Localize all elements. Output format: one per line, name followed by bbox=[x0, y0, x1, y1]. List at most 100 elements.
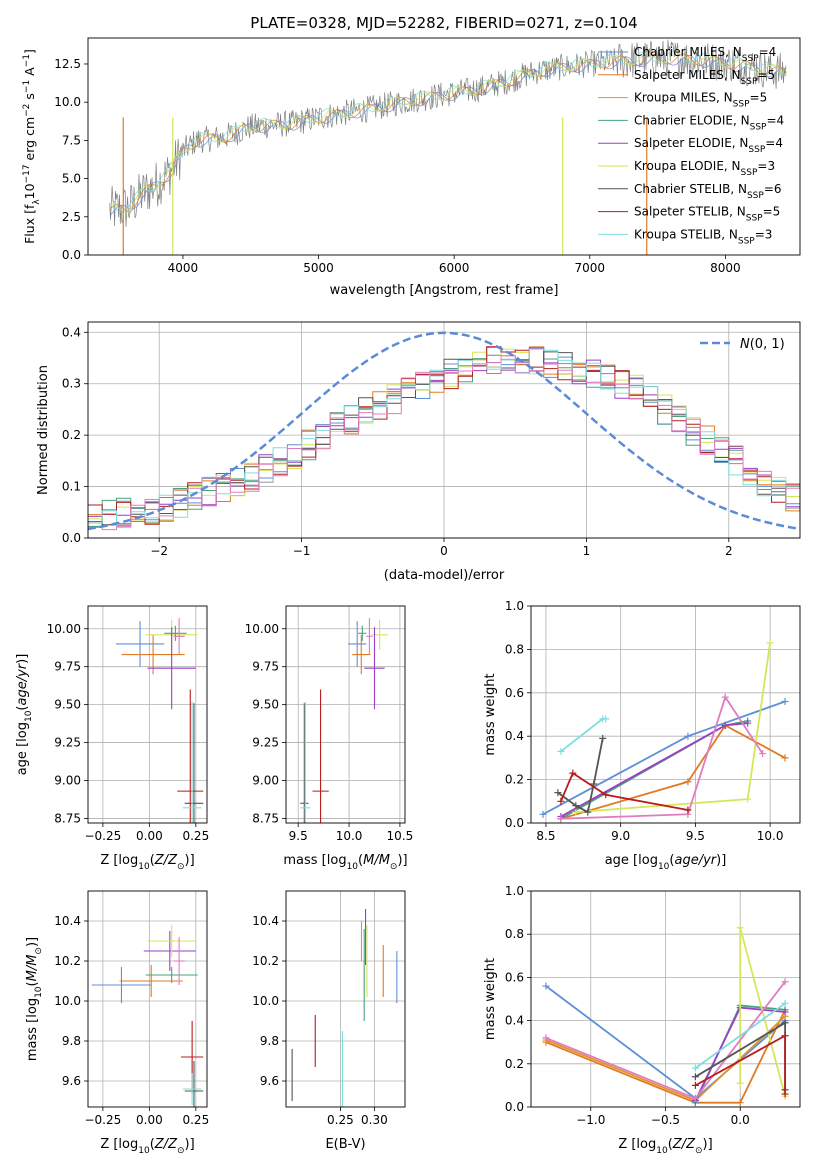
x-tick-label: 0.0 bbox=[731, 1113, 750, 1127]
weight-line bbox=[545, 1009, 786, 1104]
y-axis-label: Flux [fλ10−17 erg cm−2 s−1 A−1] bbox=[22, 49, 42, 244]
y-tick-label: 9.6 bbox=[62, 1074, 81, 1088]
axes-mass-vs-EBV: 0.25 0.30 9.6 9.8 10.0 10.2 10.4 E(B-V) bbox=[252, 890, 406, 1152]
x-tick-label: −0.25 bbox=[84, 829, 121, 843]
y-tick-label: 7.5 bbox=[62, 133, 81, 147]
plot-area bbox=[88, 331, 800, 531]
weight-line bbox=[560, 717, 606, 753]
axes-spectrum: 4000 5000 6000 7000 8000 0.0 2.5 5.0 7.5 10.0 12.5… bbox=[22, 37, 801, 298]
plot-area bbox=[91, 925, 204, 1107]
weight-marker bbox=[569, 769, 577, 777]
weight-marker bbox=[721, 693, 729, 701]
y-tick-label: 0.0 bbox=[62, 248, 81, 262]
x-tick-label: 9.5 bbox=[289, 829, 308, 843]
y-tick-label: 0.0 bbox=[505, 1100, 524, 1114]
y-tick-label: 9.50 bbox=[252, 698, 279, 712]
y-tick-label: 10.00 bbox=[47, 622, 81, 636]
y-axis-label: mass [log10(M/M⊙)] bbox=[25, 937, 44, 1061]
y-tick-label: 0.8 bbox=[505, 927, 524, 941]
plot-area bbox=[291, 909, 398, 1107]
weight-marker bbox=[781, 1008, 789, 1016]
weight-marker bbox=[744, 795, 752, 803]
y-tick-label: 9.00 bbox=[54, 774, 81, 788]
legend-label: Chabrier STELIB, NSSP=6 bbox=[634, 182, 782, 201]
y-tick-label: 0.2 bbox=[62, 428, 81, 442]
legend-label: Kroupa STELIB, NSSP=3 bbox=[634, 227, 772, 246]
grid-lines bbox=[88, 891, 207, 1107]
y-tick-label: 9.50 bbox=[54, 698, 81, 712]
x-tick-label: −2 bbox=[150, 544, 168, 558]
x-tick-label: 5000 bbox=[303, 261, 334, 275]
y-tick-label: 0.4 bbox=[62, 325, 81, 339]
histogram-series bbox=[88, 347, 800, 527]
legend-label: Salpeter ELODIE, NSSP=4 bbox=[634, 136, 783, 155]
axes-frame bbox=[87, 321, 801, 539]
plot-area bbox=[109, 39, 787, 255]
weight-marker bbox=[736, 1099, 744, 1107]
weight-marker bbox=[542, 982, 550, 990]
model-fit-line bbox=[109, 52, 787, 214]
weight-marker bbox=[572, 808, 580, 816]
weight-marker bbox=[684, 806, 692, 814]
x-tick-label: 0.25 bbox=[182, 1113, 209, 1127]
axes-weight-vs-Z: −1.0 −0.5 0.0 0.0 0.2 0.4 0.6 0.8 1.0 mass weight… bbox=[483, 884, 801, 1156]
weight-marker bbox=[781, 697, 789, 705]
axes-frame bbox=[87, 890, 208, 1108]
axes-frame bbox=[530, 605, 801, 824]
axes-residuals: −2 −1 0 1 2 0.0 0.1 0.2 0.3 0.4 (data-model)/error… bbox=[36, 321, 801, 583]
x-tick-label: 0.00 bbox=[136, 1113, 163, 1127]
y-tick-label: 9.6 bbox=[260, 1074, 279, 1088]
x-tick-label: 10.5 bbox=[387, 829, 414, 843]
y-tick-label: 9.8 bbox=[260, 1034, 279, 1048]
y-tick-label: 2.5 bbox=[62, 210, 81, 224]
weight-marker bbox=[602, 715, 610, 723]
x-tick-label: 10.0 bbox=[757, 829, 784, 843]
weight-marker bbox=[691, 1064, 699, 1072]
x-axis-label: Z [log10(Z/Z⊙)] bbox=[100, 1137, 194, 1156]
histogram-series bbox=[88, 346, 800, 526]
y-tick-label: 0.4 bbox=[505, 1014, 524, 1028]
y-tick-label: 0.6 bbox=[505, 970, 524, 984]
y-tick-label: 10.4 bbox=[252, 914, 279, 928]
weight-marker bbox=[766, 639, 774, 647]
legend-label: Chabrier ELODIE, NSSP=4 bbox=[634, 113, 784, 132]
x-tick-label: −0.5 bbox=[651, 1113, 680, 1127]
grid-lines bbox=[286, 891, 405, 1107]
x-tick-label: 0.30 bbox=[361, 1113, 388, 1127]
y-tick-label: 0.0 bbox=[505, 816, 524, 830]
x-axis-label: Z [log10(Z/Z⊙)] bbox=[618, 1137, 712, 1156]
weight-marker bbox=[759, 750, 767, 758]
legend-label: Salpeter STELIB, NSSP=5 bbox=[634, 205, 780, 224]
x-tick-label: 0 bbox=[440, 544, 448, 558]
y-axis-label: mass weight bbox=[483, 958, 498, 1040]
x-tick-label: 7000 bbox=[575, 261, 606, 275]
y-tick-label: 0.1 bbox=[62, 480, 81, 494]
x-axis-label: wavelength [Angstrom, rest frame] bbox=[330, 283, 559, 298]
histogram-series bbox=[88, 348, 800, 529]
plot-area bbox=[300, 618, 388, 823]
x-tick-label: −0.25 bbox=[84, 1113, 121, 1127]
histogram-series bbox=[88, 346, 800, 525]
weight-marker bbox=[781, 978, 789, 986]
x-tick-label: 2 bbox=[725, 544, 733, 558]
y-tick-label: 9.8 bbox=[62, 1034, 81, 1048]
weight-marker bbox=[691, 1094, 699, 1102]
y-tick-label: 0.3 bbox=[62, 377, 81, 391]
legend-label: Chabrier MILES, NSSP=4 bbox=[634, 45, 776, 64]
weight-marker bbox=[599, 734, 607, 742]
y-tick-label: 9.75 bbox=[54, 660, 81, 674]
y-axis-label-rich: age [log10(age/yr)] bbox=[15, 654, 34, 776]
y-axis-label: mass weight bbox=[483, 673, 498, 755]
x-axis-label: mass [log10(M/M⊙)] bbox=[283, 853, 407, 872]
y-tick-label: 10.00 bbox=[245, 622, 279, 636]
weight-marker bbox=[744, 719, 752, 727]
x-tick-label: −1 bbox=[293, 544, 311, 558]
figure-title: PLATE=0328, MJD=52282, FIBERID=0271, z=0… bbox=[250, 14, 637, 32]
y-tick-label: 0.0 bbox=[62, 531, 81, 545]
histogram-series bbox=[88, 347, 800, 517]
y-tick-label: 10.2 bbox=[252, 954, 279, 968]
axes-frame bbox=[87, 37, 801, 256]
x-tick-label: 6000 bbox=[439, 261, 470, 275]
x-tick-label: 10.0 bbox=[336, 829, 363, 843]
